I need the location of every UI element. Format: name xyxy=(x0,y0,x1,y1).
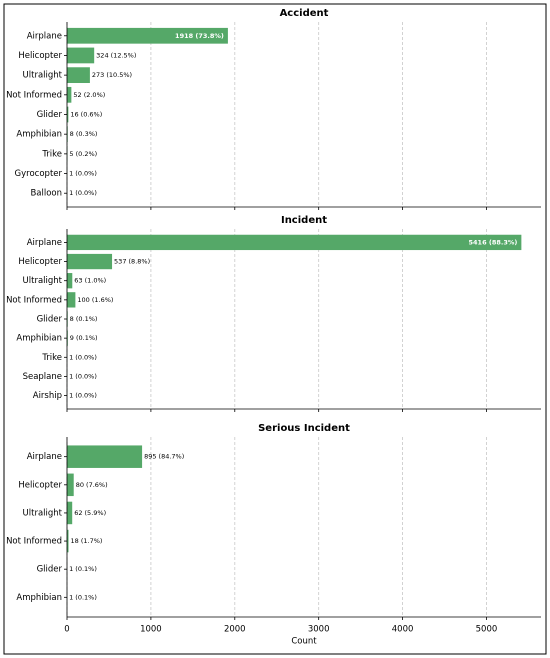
y-tick-label: Glider xyxy=(37,110,63,120)
value-label: 1 (0.0%) xyxy=(69,353,97,361)
bar xyxy=(67,529,69,553)
y-tick-label: Airplane xyxy=(27,238,62,248)
y-tick-label: Trike xyxy=(41,353,62,363)
value-label: 1 (0.0%) xyxy=(69,392,97,400)
value-label: 273 (10.5%) xyxy=(92,71,132,79)
bar xyxy=(67,27,228,44)
x-tick-label: 3000 xyxy=(308,625,330,635)
value-label: 1 (0.0%) xyxy=(69,189,97,197)
value-label: 18 (1.7%) xyxy=(71,537,103,545)
y-tick-label: Seaplane xyxy=(23,372,62,382)
x-tick-label: 2000 xyxy=(224,625,246,635)
x-tick-label: 0 xyxy=(64,625,69,635)
y-tick-label: Not Informed xyxy=(6,90,62,100)
value-label: 1 (0.0%) xyxy=(69,372,97,380)
value-label: 5 (0.2%) xyxy=(69,150,97,158)
value-label: 1918 (73.8%) xyxy=(175,32,224,40)
y-tick-label: Airship xyxy=(33,391,62,401)
bar xyxy=(67,445,143,468)
y-tick-label: Amphibian xyxy=(16,593,62,603)
y-tick-label: Airplane xyxy=(27,31,62,41)
y-tick-label: Ultralight xyxy=(23,508,63,518)
bar xyxy=(67,273,73,289)
bar xyxy=(67,292,76,308)
bar xyxy=(67,234,522,251)
y-tick-label: Glider xyxy=(37,565,63,575)
bar xyxy=(67,106,69,123)
panel-title: Serious Incident xyxy=(258,423,350,434)
value-label: 52 (2.0%) xyxy=(73,91,105,99)
x-tick-label: 4000 xyxy=(392,625,414,635)
value-label: 1 (0.0%) xyxy=(69,170,97,178)
value-label: 80 (7.6%) xyxy=(76,481,108,489)
y-tick-label: Amphibian xyxy=(16,334,62,344)
value-label: 9 (0.1%) xyxy=(70,334,98,342)
y-tick-label: Amphibian xyxy=(16,130,62,140)
x-tick-label: 5000 xyxy=(476,625,498,635)
y-tick-label: Helicopter xyxy=(18,480,62,490)
bar xyxy=(67,501,73,525)
y-tick-label: Not Informed xyxy=(6,537,62,547)
bar xyxy=(67,253,113,270)
value-label: 324 (12.5%) xyxy=(96,51,136,59)
value-label: 5416 (88.3%) xyxy=(469,238,518,246)
x-axis-label: Count xyxy=(291,637,317,647)
y-tick-label: Glider xyxy=(37,315,63,325)
value-label: 100 (1.6%) xyxy=(77,296,113,304)
y-tick-label: Helicopter xyxy=(18,51,62,61)
panel-title: Accident xyxy=(280,8,329,19)
x-tick-label: 1000 xyxy=(140,625,162,635)
bar xyxy=(67,47,95,64)
value-label: 8 (0.1%) xyxy=(70,315,98,323)
y-tick-label: Ultralight xyxy=(23,71,63,81)
bar xyxy=(67,86,72,103)
y-tick-label: Not Informed xyxy=(6,295,62,305)
bar xyxy=(67,473,74,497)
y-tick-label: Airplane xyxy=(27,452,62,462)
value-label: 895 (84.7%) xyxy=(144,453,184,461)
value-label: 16 (0.6%) xyxy=(70,111,102,119)
y-tick-label: Gyrocopter xyxy=(15,169,63,179)
value-label: 1 (0.1%) xyxy=(69,565,97,573)
value-label: 63 (1.0%) xyxy=(74,277,106,285)
value-label: 62 (5.9%) xyxy=(74,509,106,517)
y-tick-label: Trike xyxy=(41,149,62,159)
figure-border xyxy=(3,3,547,655)
value-label: 1 (0.1%) xyxy=(69,593,97,601)
y-tick-label: Helicopter xyxy=(18,257,62,267)
value-label: 8 (0.3%) xyxy=(70,130,98,138)
y-tick-label: Ultralight xyxy=(23,276,63,286)
y-tick-label: Balloon xyxy=(30,189,62,199)
panel-title: Incident xyxy=(281,215,327,226)
value-label: 537 (8.8%) xyxy=(114,258,150,266)
bar xyxy=(67,67,90,84)
